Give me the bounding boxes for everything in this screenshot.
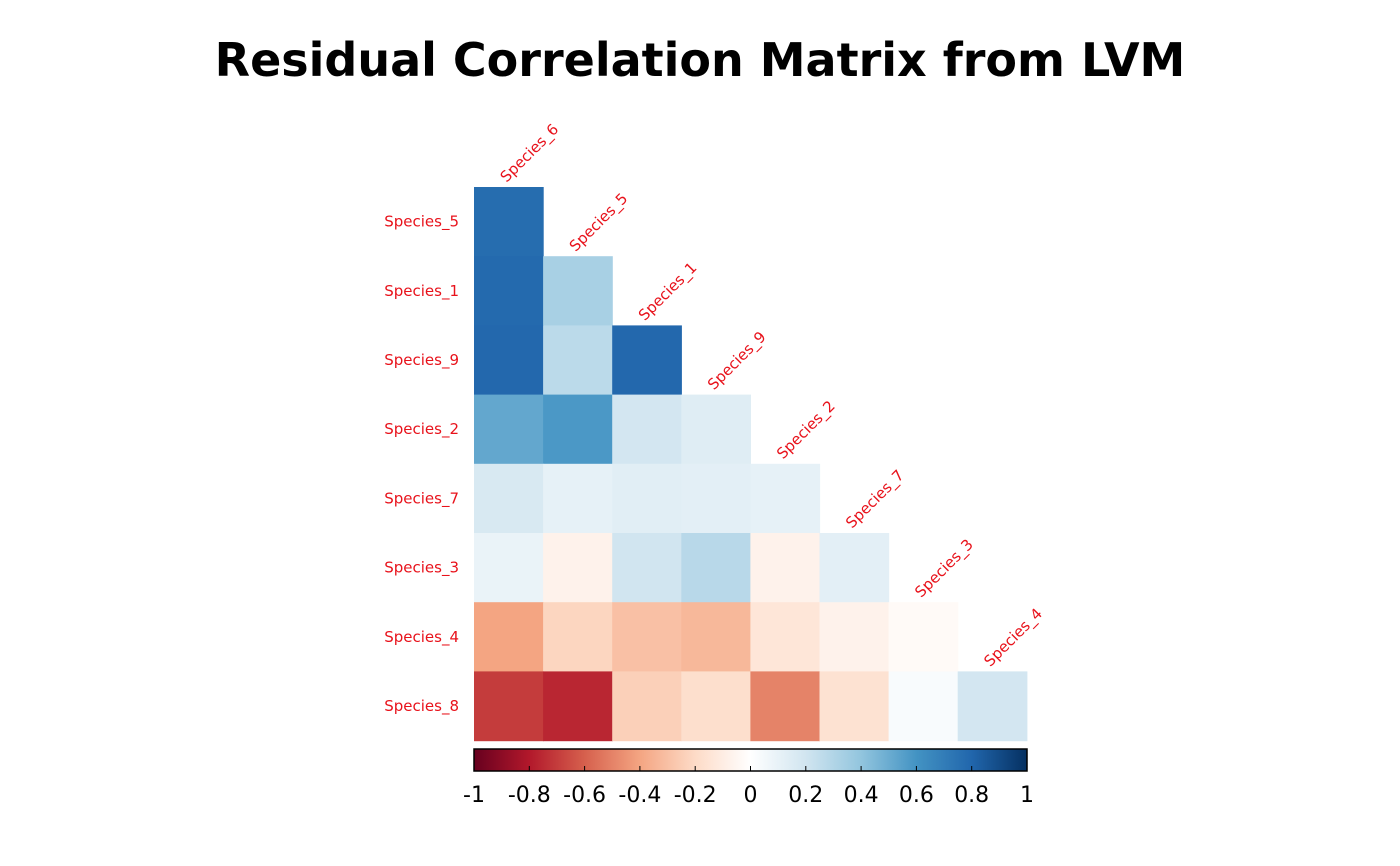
colorbar-tick-label: 0.8: [954, 783, 989, 808]
row-label: Species_9: [384, 351, 459, 370]
colorbar-tick-label: 0.2: [788, 783, 823, 808]
colorbar-tick-label: -0.6: [563, 783, 606, 808]
colorbar: -1 -0.8 -0.6 -0.4 -0.2 0 0.2 0.4 0.6 0.8 1: [463, 748, 1034, 808]
row-label: Species_7: [384, 489, 459, 508]
heatmap-cell: [474, 463, 544, 534]
heatmap-cell: [681, 602, 751, 672]
heatmap-cell: [543, 394, 613, 465]
heatmap-cell: [474, 256, 544, 326]
heatmap-cell: [888, 671, 959, 742]
chart-title: Residual Correlation Matrix from LVM: [215, 33, 1186, 87]
heatmap-cell: [543, 671, 613, 742]
heatmap-cell: [957, 671, 1028, 742]
column-label: Species_6: [497, 120, 563, 186]
heatmap-cell: [474, 602, 544, 672]
colorbar-tick-label: 0.6: [899, 783, 934, 808]
column-label: Species_3: [911, 535, 977, 601]
colorbar-tick-label: -0.4: [618, 783, 661, 808]
heatmap-cell: [474, 671, 544, 742]
row-label: Species_5: [384, 213, 459, 232]
colorbar-tick-label: -0.2: [674, 783, 717, 808]
colorbar-tick-label: -1: [463, 783, 485, 808]
row-label: Species_8: [384, 697, 459, 716]
row-label: Species_3: [384, 559, 459, 578]
heatmap-cell: [543, 256, 613, 326]
heatmap-cell: [474, 394, 544, 465]
heatmap-cell: [681, 394, 751, 465]
column-label: Species_1: [635, 259, 701, 325]
heatmap-cell: [612, 602, 682, 672]
column-label: Species_4: [980, 605, 1046, 671]
column-label: Species_5: [566, 189, 632, 255]
heatmap-cell: [750, 463, 821, 534]
heatmap-cell: [612, 394, 682, 465]
heatmap-cell: [819, 533, 890, 603]
heatmap-cell: [750, 533, 821, 603]
row-label: Species_1: [384, 282, 459, 301]
heatmap-cell: [543, 602, 613, 672]
heatmap-cell: [543, 325, 613, 396]
heatmap-cell: [681, 463, 751, 534]
colorbar-tick-label: 0: [744, 783, 758, 808]
heatmap-cell: [543, 463, 613, 534]
heatmap-cell: [474, 533, 544, 603]
colorbar-tick-label: 1: [1020, 783, 1034, 808]
heatmap-cell: [819, 602, 890, 672]
column-label: Species_7: [842, 466, 908, 532]
heatmap-cell: [612, 671, 682, 742]
heatmap-cell: [750, 671, 821, 742]
row-label: Species_2: [384, 420, 459, 439]
heatmap-cell: [612, 533, 682, 603]
row-label: Species_4: [384, 628, 459, 647]
heatmap-cells: [474, 187, 1028, 742]
heatmap-cell: [612, 325, 682, 396]
colorbar-tick-label: -0.8: [508, 783, 551, 808]
heatmap-cell: [474, 187, 544, 257]
column-label: Species_9: [704, 328, 770, 394]
heatmap-cell: [543, 533, 613, 603]
heatmap-cell: [819, 671, 890, 742]
heatmap-cell: [474, 325, 544, 396]
heatmap-cell: [681, 533, 751, 603]
heatmap-cell: [750, 602, 821, 672]
column-label: Species_2: [773, 397, 839, 463]
colorbar-tick-label: 0.4: [844, 783, 879, 808]
row-labels: Species_5 Species_1 Species_9 Species_2 Spec…: [384, 213, 459, 716]
heatmap-cell: [888, 602, 959, 672]
heatmap-cell: [681, 671, 751, 742]
heatmap-cell: [612, 463, 682, 534]
